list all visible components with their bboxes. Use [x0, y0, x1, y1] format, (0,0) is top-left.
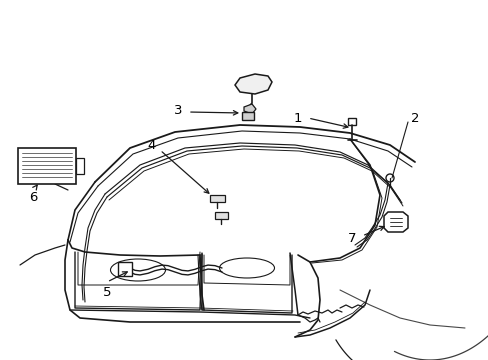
Text: 3: 3	[173, 104, 182, 117]
Text: 5: 5	[102, 285, 111, 298]
Polygon shape	[209, 195, 224, 202]
Polygon shape	[242, 112, 253, 120]
Polygon shape	[383, 212, 407, 232]
Text: 2: 2	[410, 112, 418, 125]
Polygon shape	[347, 118, 355, 125]
Polygon shape	[76, 158, 84, 174]
Polygon shape	[215, 212, 227, 219]
Polygon shape	[244, 104, 256, 114]
Polygon shape	[118, 262, 132, 276]
Text: 7: 7	[347, 231, 356, 244]
Text: 1: 1	[293, 112, 302, 125]
Text: 6: 6	[29, 190, 37, 203]
Text: 4: 4	[147, 139, 156, 152]
Polygon shape	[235, 74, 271, 94]
Polygon shape	[18, 148, 76, 184]
Ellipse shape	[385, 174, 393, 182]
